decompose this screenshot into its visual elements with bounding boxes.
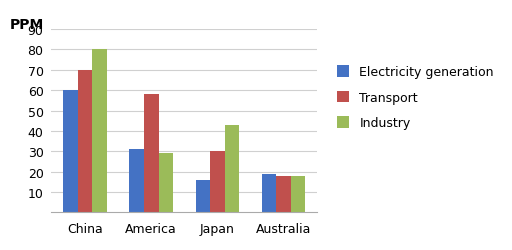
Bar xyxy=(262,174,276,212)
Bar xyxy=(130,150,144,212)
Bar xyxy=(225,125,239,212)
Text: PPM: PPM xyxy=(10,18,45,32)
Bar xyxy=(276,176,291,212)
Bar xyxy=(196,180,210,212)
Bar xyxy=(291,176,305,212)
Bar xyxy=(78,70,92,213)
Bar xyxy=(144,95,159,212)
Legend: Electricity generation, Transport, Industry: Electricity generation, Transport, Indus… xyxy=(334,64,496,132)
Bar xyxy=(92,50,107,212)
Bar xyxy=(63,91,78,212)
Bar xyxy=(159,154,173,212)
Bar xyxy=(210,152,225,212)
